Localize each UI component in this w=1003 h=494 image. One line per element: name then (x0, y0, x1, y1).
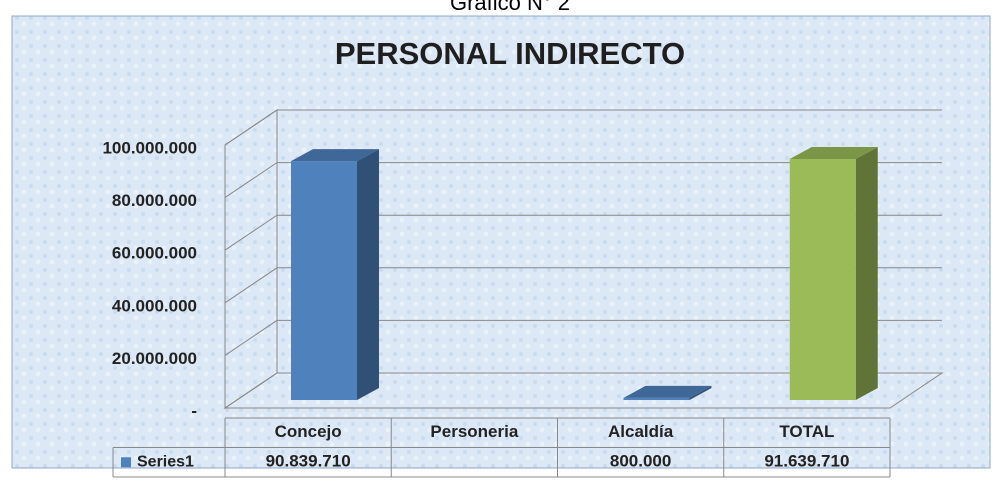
bar (623, 397, 690, 400)
bar-side (689, 385, 712, 400)
bar (291, 161, 357, 400)
grid-line (224, 372, 942, 409)
bar (789, 158, 856, 400)
y-tick-label: 80.000.000 (112, 191, 197, 210)
y-tick-label: 20.000.000 (112, 349, 197, 368)
grid-line (224, 162, 942, 199)
bar-top (291, 149, 379, 162)
y-tick-label: 40.000.000 (112, 296, 197, 315)
legend-label: Series1 (137, 453, 194, 470)
legend-swatch (121, 457, 131, 468)
y-tick-label: 60.000.000 (112, 244, 197, 263)
y-tick-label: - (191, 401, 197, 420)
chart-title: PERSONAL INDIRECTO (335, 36, 685, 71)
bar-top (789, 146, 878, 159)
grid-line (224, 267, 942, 304)
bar-top (623, 385, 712, 398)
grid-line (224, 109, 942, 146)
bar-side (357, 149, 379, 400)
x-tick-label: Alcaldía (608, 422, 674, 441)
grid-line (224, 214, 942, 251)
bar-side (855, 146, 878, 400)
x-tick-label: Concejo (275, 422, 342, 441)
y-tick-label: 100.000.000 (102, 138, 197, 157)
grid-line (224, 319, 942, 356)
data-label: 800.000 (610, 452, 671, 471)
caption: Gráfico N° 2 (450, 0, 570, 15)
x-tick-label: Personeria (430, 422, 518, 441)
data-label: 90.839.710 (266, 452, 351, 471)
data-label: 91.639.710 (764, 452, 849, 471)
x-tick-label: TOTAL (779, 422, 834, 441)
